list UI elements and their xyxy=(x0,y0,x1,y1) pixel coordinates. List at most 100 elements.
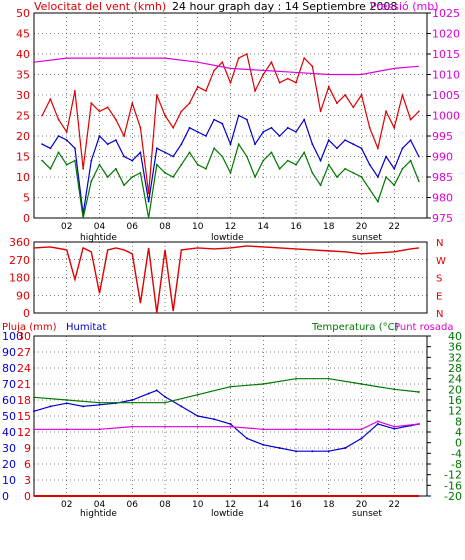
pressure-tick-label: 1000 xyxy=(432,110,460,123)
top-point-green xyxy=(237,143,240,146)
bottom-point-magenta xyxy=(295,428,297,431)
temperature-tick-label: 12 xyxy=(448,405,462,418)
top-point-red xyxy=(344,94,347,96)
top-point-blue xyxy=(131,159,134,162)
top-point-red xyxy=(352,106,355,109)
top-point-red xyxy=(368,126,371,129)
bottom-point-green xyxy=(360,383,363,385)
dewpoint-axis-title: Punt rosada xyxy=(394,322,453,333)
bottom-point-magenta xyxy=(393,425,396,428)
top-point-green xyxy=(41,159,44,162)
bottom-point-green xyxy=(65,399,68,401)
top-point-red xyxy=(90,102,93,105)
temperature-tick-label: 16 xyxy=(448,394,462,407)
top-point-blue xyxy=(180,143,183,146)
top-point-green xyxy=(254,176,256,178)
wind-direction-tick: 180 xyxy=(9,272,30,285)
bottom-point-blue xyxy=(360,437,363,440)
top-point-red xyxy=(409,118,412,121)
top-point-green xyxy=(327,163,330,166)
top-point-red xyxy=(376,147,379,150)
top-point-blue xyxy=(221,122,224,125)
top-point-blue xyxy=(123,155,125,158)
bottom-point-green xyxy=(262,383,265,385)
humidity-tick: 30 xyxy=(2,442,16,455)
bottom-point-blue xyxy=(131,399,134,401)
top-point-red xyxy=(336,102,338,105)
temperature-tick-label: 32 xyxy=(448,351,462,364)
top-x-tick: 06 xyxy=(127,222,139,232)
temperature-tick-label: 28 xyxy=(448,362,462,375)
bottom-point-magenta xyxy=(229,425,232,428)
top-point-green xyxy=(131,176,134,178)
top-point-green xyxy=(123,184,125,187)
top-point-red xyxy=(65,131,68,133)
bottom-point-green xyxy=(131,401,134,404)
top-x-tick: 04 xyxy=(94,222,106,232)
compass-label: E xyxy=(436,291,442,302)
bottom-point-blue xyxy=(327,450,330,453)
top-x-tick: 14 xyxy=(258,222,270,232)
top-point-blue xyxy=(237,114,240,117)
bottom-point-green xyxy=(196,393,199,396)
bottom-x-axis: 02 04 06 08 10 12 14 16 18 20 22 xyxy=(61,500,400,510)
top-point-red xyxy=(106,106,109,109)
wind-speed-tick: 35 xyxy=(16,69,30,82)
top-point-green xyxy=(385,176,387,178)
top-point-green xyxy=(393,184,396,187)
pressure-tick-label: 1010 xyxy=(432,69,460,82)
bottom-point-magenta xyxy=(262,428,265,431)
top-point-red xyxy=(164,114,166,117)
humidity-tick: 90 xyxy=(2,346,16,359)
top-point-green xyxy=(213,147,216,150)
top-point-blue xyxy=(270,126,273,129)
top-point-blue xyxy=(385,155,387,158)
top-point-green xyxy=(155,163,158,166)
bottom-hightide-label: hightide xyxy=(80,509,117,519)
wind-speed-tick: 0 xyxy=(23,212,30,225)
wind-direction-grid xyxy=(34,241,427,314)
top-point-blue xyxy=(360,147,363,150)
bottom-x-tick: 04 xyxy=(94,500,106,510)
top-point-blue xyxy=(417,155,420,158)
top-point-green xyxy=(401,167,404,170)
top-point-red xyxy=(49,98,52,100)
bottom-point-green xyxy=(164,401,166,404)
wind-direction-line xyxy=(33,245,419,314)
wind-direction-tick: 360 xyxy=(9,236,30,249)
top-point-blue xyxy=(344,139,347,142)
pressure-tick-label: 1005 xyxy=(432,89,460,102)
temperature-axis-title: Temperatura (°C) xyxy=(311,322,399,333)
top-point-red xyxy=(123,135,125,137)
top-point-green xyxy=(90,180,93,183)
top-point-blue xyxy=(319,159,322,162)
bottom-point-green xyxy=(393,388,396,391)
bottom-point-blue xyxy=(98,403,101,406)
top-point-blue xyxy=(98,135,101,137)
top-point-red xyxy=(188,102,191,105)
compass-label: S xyxy=(436,274,442,285)
top-point-red xyxy=(131,102,134,105)
bottom-point-blue xyxy=(65,402,68,405)
top-point-green xyxy=(229,172,232,174)
top-point-green xyxy=(270,151,273,154)
bottom-point-blue xyxy=(213,418,216,421)
top-point-blue xyxy=(90,159,93,162)
bottom-x-tick: 06 xyxy=(127,500,139,510)
bottom-point-blue xyxy=(393,427,396,430)
top-x-tick: 12 xyxy=(225,222,236,232)
rain-tick: 30 xyxy=(17,330,31,343)
bottom-point-green xyxy=(98,401,101,404)
top-point-green xyxy=(344,167,347,170)
top-point-blue xyxy=(262,131,265,133)
wind-direction-tick: 270 xyxy=(9,254,30,267)
bottom-left-axes: 0 10 20 30 40 50 60 70 80 90 100 0 3 6 9 12 15 18 21 24 27 30 xyxy=(2,330,31,503)
top-point-green xyxy=(409,159,412,162)
top-point-green xyxy=(417,180,420,183)
temperature-tick-label: -20 xyxy=(444,490,462,503)
wind-direction-axis: 0 90 180 270 360 xyxy=(9,236,30,320)
top-point-blue xyxy=(155,147,158,150)
top-point-green xyxy=(147,217,150,219)
top-x-tick: 16 xyxy=(290,222,302,232)
